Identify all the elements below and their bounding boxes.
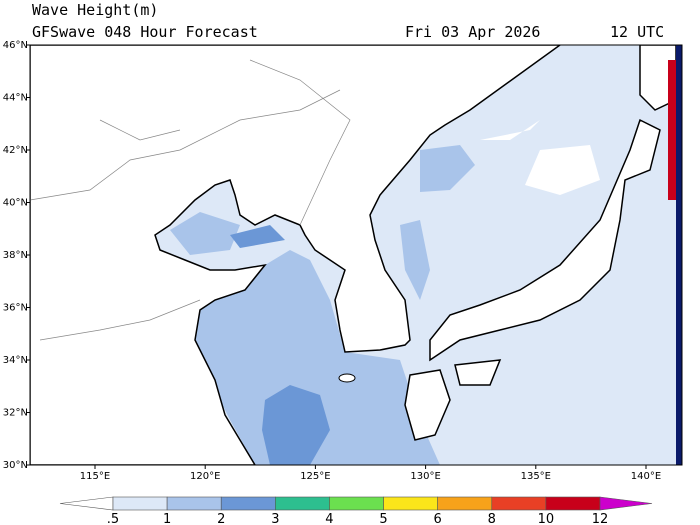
colorbar-high — [599, 496, 653, 511]
border — [30, 59, 351, 341]
lon-label: 135°E — [521, 471, 551, 482]
colorbar-label: .5 — [107, 512, 119, 525]
colorbar-label: 4 — [325, 512, 333, 525]
colorbar-label: 3 — [271, 512, 279, 525]
colorbar-swatch — [112, 496, 168, 511]
lat-label: 34°N — [3, 355, 28, 366]
lat-label: 46°N — [3, 40, 28, 51]
colorbar-label: 2 — [217, 512, 225, 525]
sea-shade — [420, 145, 475, 192]
colorbar-swatch — [545, 496, 601, 511]
time: 12 UTC — [610, 23, 664, 41]
subtitle: GFSwave 048 Hour Forecast — [32, 23, 258, 41]
lat-label: 32°N — [3, 408, 28, 419]
jeju — [338, 373, 356, 383]
colorbar-swatch — [275, 496, 330, 511]
lon-label: 115°E — [80, 471, 110, 482]
kyushu — [404, 369, 451, 441]
colorbar-label: 6 — [434, 512, 442, 525]
sea-shade — [262, 385, 330, 465]
lon-label: 130°E — [410, 471, 440, 482]
colorbar-swatch — [383, 496, 438, 511]
colorbar-label: 12 — [592, 512, 609, 525]
lat-label: 42°N — [3, 145, 28, 156]
lon-label: 140°E — [631, 471, 661, 482]
lat-label: 38°N — [3, 250, 28, 261]
title: Wave Height(m) — [32, 1, 158, 19]
lat-label: 30°N — [3, 460, 28, 471]
sea-shade — [195, 250, 440, 465]
shikoku — [454, 359, 502, 386]
edge-high — [676, 45, 682, 465]
colorbar-label: 8 — [488, 512, 496, 525]
sea-shade — [400, 220, 430, 300]
hokkaido — [639, 45, 677, 111]
map — [30, 45, 682, 465]
lat-label: 36°N — [3, 303, 28, 314]
honshu — [429, 118, 661, 362]
sea-calm — [525, 145, 600, 195]
colorbar-swatch — [437, 496, 493, 511]
sea-shade — [170, 212, 240, 255]
lon-label: 125°E — [300, 471, 330, 482]
colorbar-swatch — [491, 496, 547, 511]
sea-shade — [230, 225, 285, 248]
date: Fri 03 Apr 2026 — [405, 23, 540, 41]
lat-label: 40°N — [3, 198, 28, 209]
colorbar-low — [59, 496, 114, 511]
mainland — [30, 45, 562, 465]
colorbar-swatch — [329, 496, 384, 511]
sea-calm — [480, 120, 540, 140]
colorbar-swatch — [220, 496, 276, 511]
colorbar-label: 5 — [379, 512, 387, 525]
colorbar-label: 10 — [538, 512, 555, 525]
edge-high — [668, 60, 676, 200]
colorbar-swatch — [166, 496, 222, 511]
lat-label: 44°N — [3, 93, 28, 104]
lon-label: 120°E — [190, 471, 220, 482]
colorbar-label: 1 — [163, 512, 171, 525]
